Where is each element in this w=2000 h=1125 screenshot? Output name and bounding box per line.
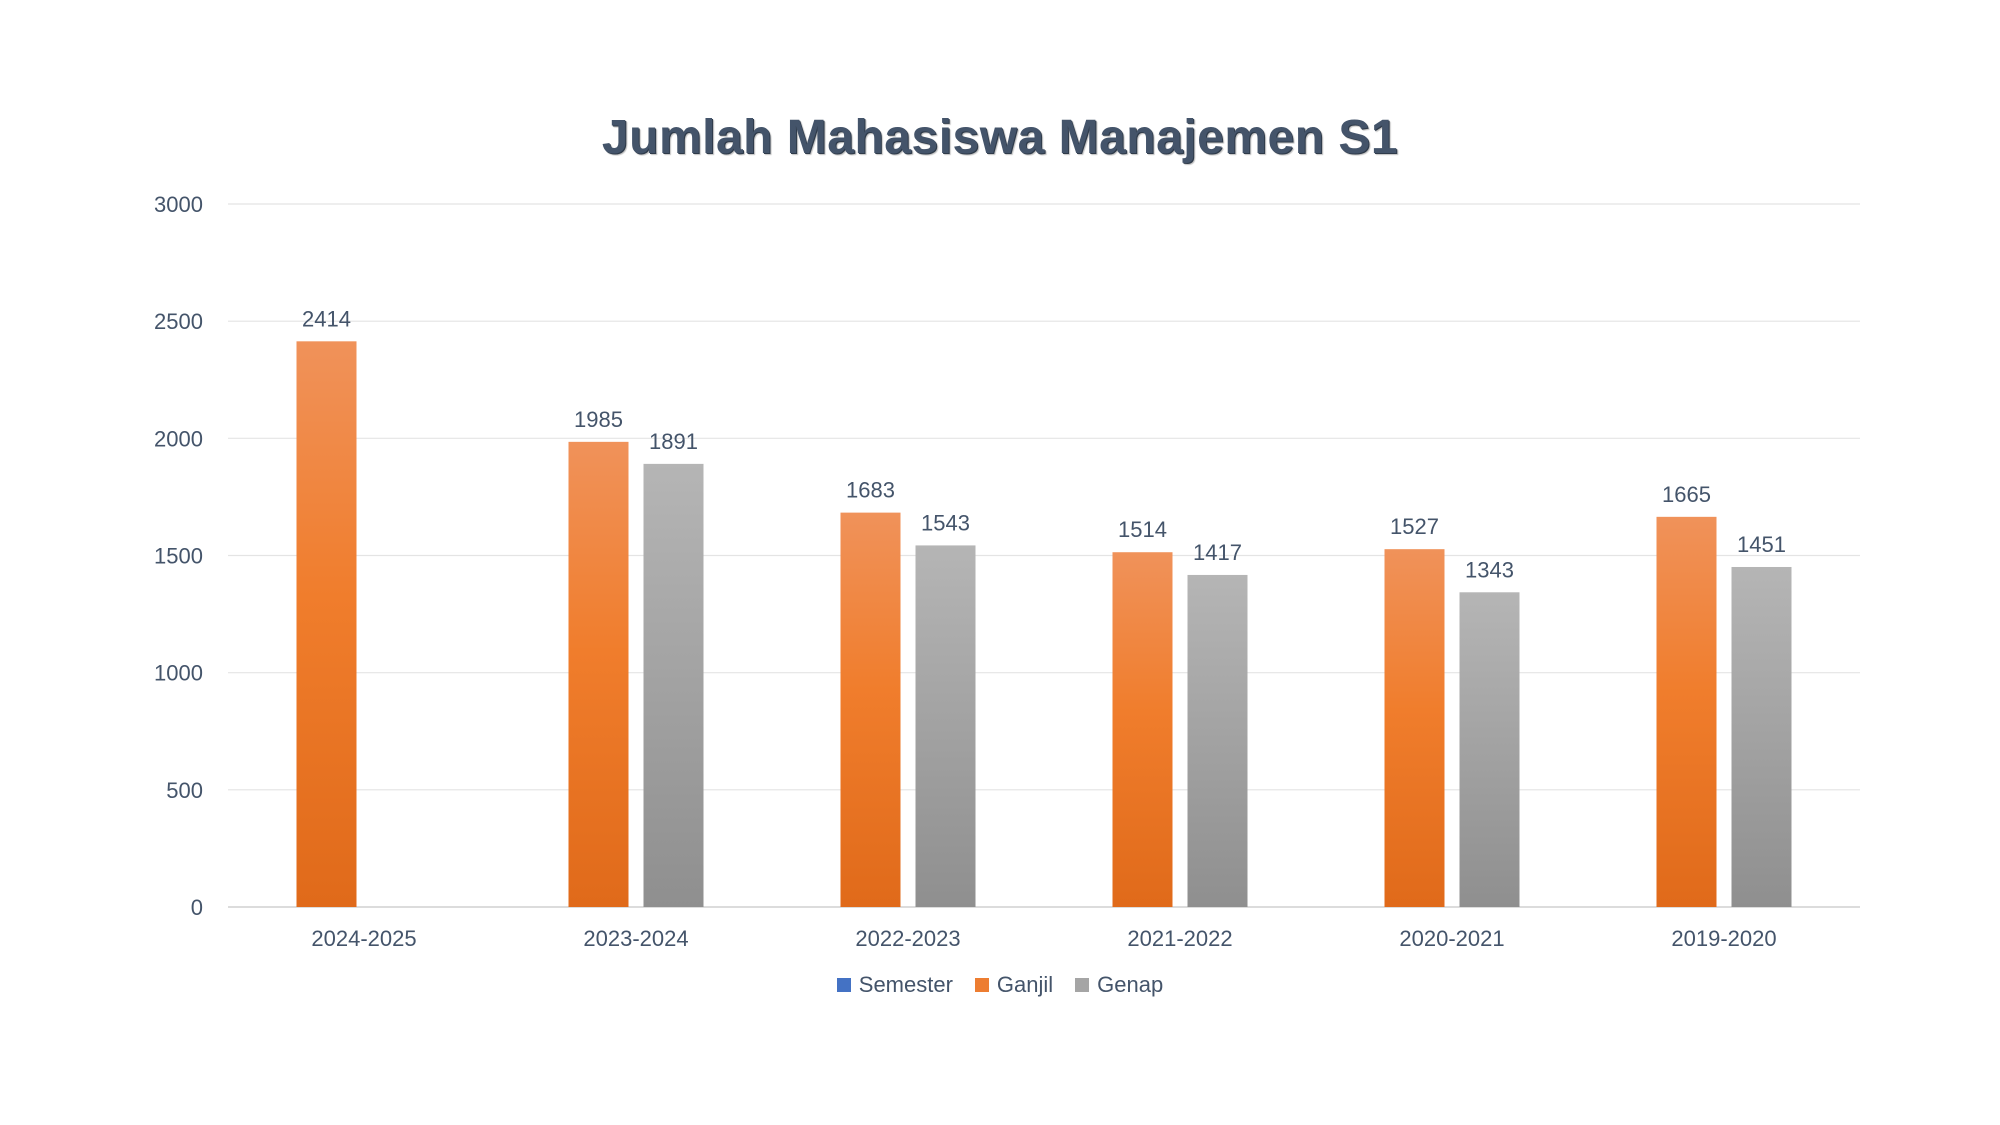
y-tick-label-3000: 3000 [154, 192, 203, 217]
bar-genap-2019-2020 [1731, 566, 1792, 907]
y-tick-label-500: 500 [166, 778, 203, 803]
y-tick-label-1000: 1000 [154, 661, 203, 686]
legend-swatch-genap [1075, 978, 1090, 992]
y-tick-label-0: 0 [191, 895, 203, 920]
x-axis-ticks: 2024-2025 2023-2024 2022-2023 2021-2022 2020… [311, 926, 1776, 951]
x-tick-label-2019-2020: 2019-2020 [1671, 926, 1776, 951]
bar-ganjil-2021-2022 [1112, 552, 1173, 907]
data-labels: 2414 1985 1891 1683 1543 1514 1417 1527 1343 1665… [302, 306, 1786, 582]
legend-swatch-ganjil [974, 978, 989, 992]
chart-title: Jumlah Mahasiswa Manajemen S1 [601, 111, 1399, 164]
data-label-genap-2020-2021: 1343 [1465, 557, 1514, 582]
y-tick-label-1500: 1500 [154, 544, 203, 569]
bar-genap-2022-2023 [915, 545, 976, 907]
legend: Semester Ganjil Genap [0, 972, 2000, 998]
x-tick-label-2023-2024: 2023-2024 [583, 926, 688, 951]
x-tick-label-2020-2021: 2020-2021 [1399, 926, 1504, 951]
gridlines [228, 203, 1860, 908]
bar-ganjil-2020-2021 [1384, 549, 1445, 907]
data-label-ganjil-2024-2025: 2414 [302, 306, 351, 331]
bar-genap-2021-2022 [1187, 574, 1248, 907]
data-label-ganjil-2021-2022: 1514 [1118, 517, 1167, 542]
data-label-genap-2023-2024: 1891 [649, 429, 698, 454]
data-label-ganjil-2020-2021: 1527 [1390, 514, 1439, 539]
bar-ganjil-2024-2025 [296, 341, 357, 907]
legend-item-genap: Genap [1075, 972, 1163, 998]
bars [296, 341, 1792, 907]
y-tick-label-2500: 2500 [154, 309, 203, 334]
bar-ganjil-2022-2023 [840, 512, 901, 907]
data-label-ganjil-2022-2023: 1683 [846, 478, 895, 503]
data-label-ganjil-2023-2024: 1985 [574, 407, 623, 432]
legend-item-ganjil: Ganjil [974, 972, 1054, 998]
legend-label-semester: Semester [858, 972, 953, 997]
x-tick-label-2024-2025: 2024-2025 [311, 926, 416, 951]
data-label-genap-2019-2020: 1451 [1737, 532, 1786, 557]
y-tick-label-2000: 2000 [154, 426, 203, 451]
x-tick-label-2022-2023: 2022-2023 [855, 926, 960, 951]
legend-swatch-semester [836, 978, 851, 992]
bar-ganjil-2023-2024 [568, 441, 629, 907]
bar-genap-2023-2024 [643, 463, 704, 907]
bar-ganjil-2019-2020 [1656, 516, 1717, 907]
legend-label-genap: Genap [1097, 972, 1164, 997]
bar-genap-2020-2021 [1459, 592, 1520, 907]
x-tick-label-2021-2022: 2021-2022 [1127, 926, 1232, 951]
data-label-genap-2021-2022: 1417 [1193, 540, 1242, 565]
y-axis-ticks: 0 500 1000 1500 2000 2500 3000 [154, 192, 203, 920]
legend-item-semester: Semester [836, 972, 953, 998]
data-label-genap-2022-2023: 1543 [921, 510, 970, 535]
legend-label-ganjil: Ganjil [996, 972, 1054, 997]
data-label-ganjil-2019-2020: 1665 [1662, 482, 1711, 507]
